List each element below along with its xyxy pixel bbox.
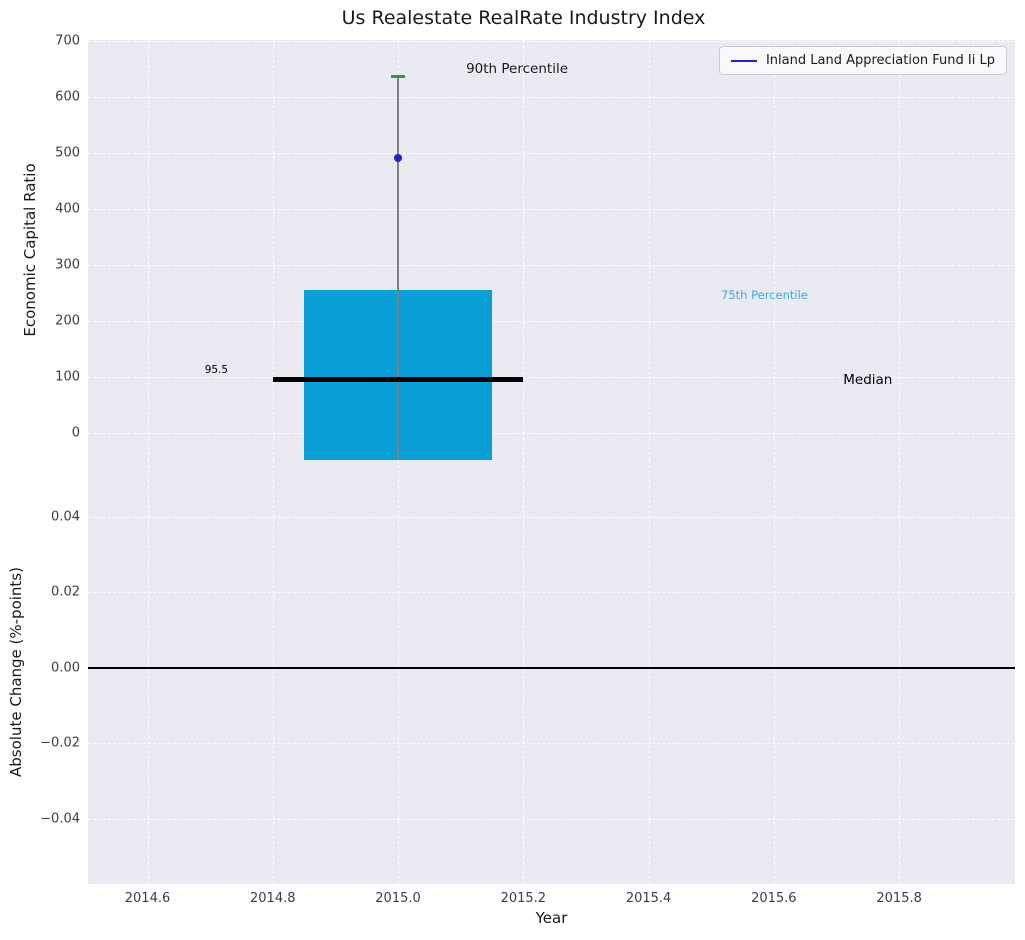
x-tick-label: 2015.6 xyxy=(751,891,797,906)
fund-marker-dot xyxy=(394,153,403,162)
gridline-x xyxy=(648,460,650,884)
y-tick-label: −0.04 xyxy=(40,811,80,827)
x-tick-label: 2014.6 xyxy=(124,891,171,906)
gridline-x xyxy=(147,460,149,884)
gridline-y xyxy=(88,592,1015,594)
gridline-y xyxy=(88,377,1015,379)
bottom-plot-area xyxy=(88,460,1015,884)
legend: Inland Land Appreciation Fund Ii Lp xyxy=(718,46,1007,75)
y-tick-label: 0.00 xyxy=(51,660,80,676)
whisker-line xyxy=(397,76,399,460)
gridline-y xyxy=(88,265,1015,267)
y-tick-label: 0.04 xyxy=(51,509,80,525)
gridline-x xyxy=(773,40,775,460)
gridline-y xyxy=(88,743,1015,745)
chart-title: Us Realestate RealRate Industry Index xyxy=(341,7,706,29)
gridline-x xyxy=(147,40,149,460)
top-y-axis-label: Economic Capital Ratio xyxy=(21,163,39,337)
x-tick-label: 2015.0 xyxy=(375,891,421,906)
gridline-y xyxy=(88,516,1015,518)
gridline-x xyxy=(899,40,901,460)
annotation-75th-percentile: 75th Percentile xyxy=(721,288,808,303)
x-tick-label: 2014.8 xyxy=(250,891,296,906)
gridline-x xyxy=(773,460,775,884)
x-tick-label: 2015.4 xyxy=(625,891,672,906)
gridline-y xyxy=(88,153,1015,155)
p90-cap xyxy=(391,75,406,78)
gridline-y xyxy=(88,97,1015,99)
y-tick-label: 500 xyxy=(55,145,80,161)
gridline-y xyxy=(88,41,1015,43)
gridline-y xyxy=(88,433,1015,435)
x-tick-label: 2015.8 xyxy=(876,891,922,906)
gridline-y xyxy=(88,321,1015,323)
annotation-90th-percentile: 90th Percentile xyxy=(466,61,569,78)
gridline-x xyxy=(523,40,525,460)
legend-line-sample xyxy=(730,59,757,62)
gridline-x xyxy=(523,460,525,884)
y-tick-label: 200 xyxy=(55,313,80,329)
gridline-x xyxy=(398,460,400,884)
y-tick-label: 400 xyxy=(55,201,80,217)
y-tick-label: 600 xyxy=(55,89,80,105)
legend-label: Inland Land Appreciation Fund Ii Lp xyxy=(765,53,995,68)
y-tick-label: 700 xyxy=(55,33,80,49)
y-tick-label: 300 xyxy=(55,257,80,273)
gridline-x xyxy=(648,40,650,460)
x-axis-label: Year xyxy=(535,909,568,927)
median-line xyxy=(272,377,524,383)
y-tick-label: 100 xyxy=(55,369,80,385)
annotation-95.5: 95.5 xyxy=(204,364,229,377)
gridline-x xyxy=(272,40,274,460)
annotation-median: Median xyxy=(843,371,893,388)
y-tick-label: −0.02 xyxy=(40,735,80,751)
x-tick-label: 2015.2 xyxy=(500,891,547,906)
gridline-x xyxy=(899,460,901,884)
y-tick-label: 0 xyxy=(71,425,80,441)
gridline-y xyxy=(88,209,1015,211)
gridline-x xyxy=(272,460,274,884)
zero-line xyxy=(88,667,1015,669)
y-tick-label: 0.02 xyxy=(51,584,80,600)
gridline-y xyxy=(88,818,1015,820)
top-plot-area: Inland Land Appreciation Fund Ii Lp 90th… xyxy=(88,40,1015,460)
